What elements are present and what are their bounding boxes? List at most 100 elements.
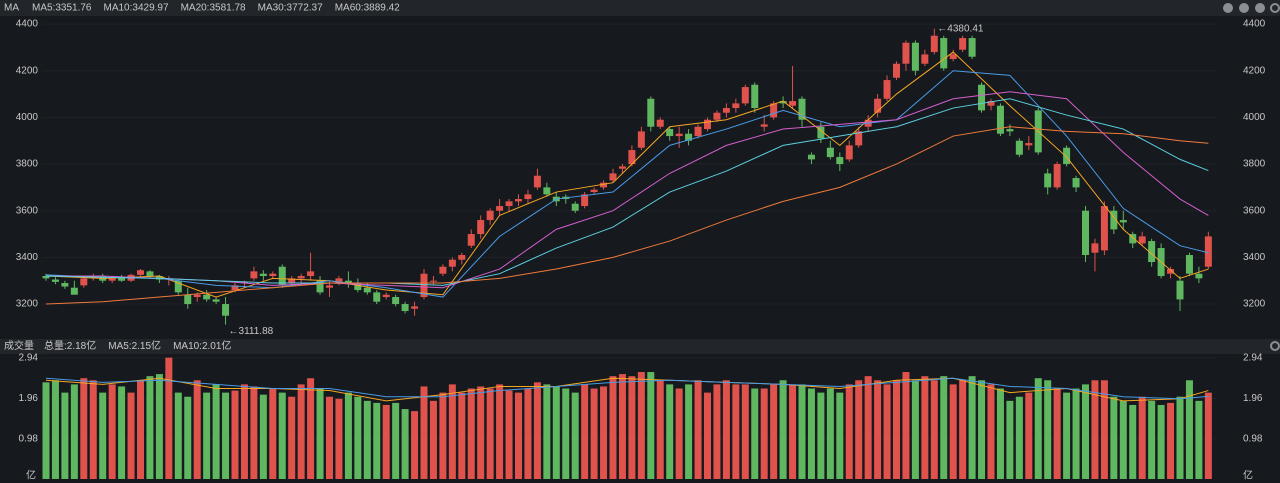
volume-bar (845, 384, 853, 479)
header-icons[interactable] (1223, 3, 1280, 351)
candle-body (959, 38, 967, 50)
candle-body (732, 103, 740, 109)
volume-bar (70, 384, 78, 479)
volume-bar (1072, 388, 1080, 479)
volume-header-bar (0, 339, 1280, 354)
volume-bar (571, 392, 579, 479)
candle-body (70, 287, 78, 295)
candle-body (137, 270, 144, 275)
candle-body (477, 220, 485, 235)
volume-bar (1148, 400, 1156, 479)
header-item: MA10:2.01亿 (173, 339, 231, 352)
header-bar (0, 0, 1280, 16)
candle-body (883, 80, 891, 99)
candle-body (779, 101, 787, 104)
candle-body (807, 154, 815, 160)
candle-body (921, 54, 929, 64)
candle-body (269, 273, 277, 277)
candle-body (1129, 234, 1137, 244)
candle-body (1025, 143, 1033, 146)
y-tick-label-right: 3600 (1243, 205, 1266, 216)
volume-bar (1015, 396, 1023, 479)
candle-body (940, 38, 948, 69)
y-tick-label: 3600 (16, 205, 39, 216)
volume-bar (1129, 404, 1137, 479)
candle-body (628, 150, 636, 165)
candle-body (222, 304, 230, 316)
candle-body (496, 206, 504, 211)
volume-bar (127, 392, 135, 479)
candle-body (996, 105, 1004, 134)
candle-body (307, 271, 315, 277)
volume-bar (278, 392, 286, 479)
volume-bar (741, 384, 749, 479)
volume-bar (978, 380, 986, 479)
volume-bar (316, 388, 324, 479)
candle-body (458, 255, 466, 260)
candle-body (1072, 178, 1080, 188)
ma-line (46, 91, 1209, 289)
volume-bar (240, 384, 248, 479)
volume-bar (968, 376, 976, 479)
candle-body (911, 42, 919, 71)
candle-body (203, 294, 211, 300)
volume-bar (779, 380, 787, 479)
volume-bar (921, 376, 929, 479)
candle-body (392, 297, 400, 305)
y-tick-label: 3400 (16, 252, 39, 263)
volume-bar (326, 396, 333, 479)
y-tick-label-right: 0.98 (1243, 433, 1263, 444)
candle-body (316, 280, 324, 293)
candle-body (609, 173, 617, 181)
volume-bar (184, 396, 192, 479)
volume-bar (288, 396, 296, 479)
volume-bar (959, 380, 967, 479)
candle-body (288, 278, 296, 284)
volume-bar (940, 376, 948, 479)
y-tick-label: 3800 (16, 159, 39, 170)
volume-bar (1167, 402, 1175, 479)
volume-bar (656, 380, 664, 479)
volume-bar (685, 384, 693, 479)
volume-bar (1176, 396, 1184, 479)
candle-body (439, 266, 447, 274)
volume-bar (874, 380, 882, 479)
candle-body (826, 147, 834, 158)
candle-body (250, 271, 258, 279)
volume-bar (628, 376, 636, 479)
candle-body (666, 129, 674, 137)
candle-body (382, 294, 390, 298)
candle-body (363, 287, 371, 293)
unit-label: 亿 (26, 469, 36, 482)
volume-ma-line (45, 377, 1209, 400)
candle-body (240, 281, 248, 284)
volume-bar (930, 380, 938, 479)
y-tick-label-right: 3200 (1243, 299, 1266, 310)
candle-body (155, 276, 163, 280)
volume-bar (1204, 392, 1212, 479)
y-tick-label: 4000 (16, 112, 39, 123)
volume-bar (666, 384, 674, 479)
volume-bar (1091, 380, 1099, 479)
candle-body (486, 210, 494, 221)
candle-body (174, 280, 182, 293)
candle-body (259, 273, 267, 277)
y-tick-label: 0.98 (19, 433, 39, 444)
candle-body (968, 38, 976, 57)
candle-body (297, 276, 305, 279)
volume-bar (637, 372, 645, 479)
candle-body (193, 294, 201, 298)
volume-bar (259, 394, 267, 479)
y-tick-label-right: 4400 (1243, 19, 1266, 30)
volume-bar (996, 388, 1004, 479)
volume-bar (146, 376, 154, 479)
candle-body (326, 285, 333, 288)
volume-bar (855, 380, 863, 479)
volume-bar (1053, 388, 1061, 479)
volume-bar (902, 372, 910, 479)
header-item: MA5:2.15亿 (108, 339, 161, 352)
volume-bar (137, 380, 144, 479)
candle-body (80, 278, 88, 286)
volume-bar (1025, 392, 1033, 479)
candle-body (1176, 280, 1184, 300)
